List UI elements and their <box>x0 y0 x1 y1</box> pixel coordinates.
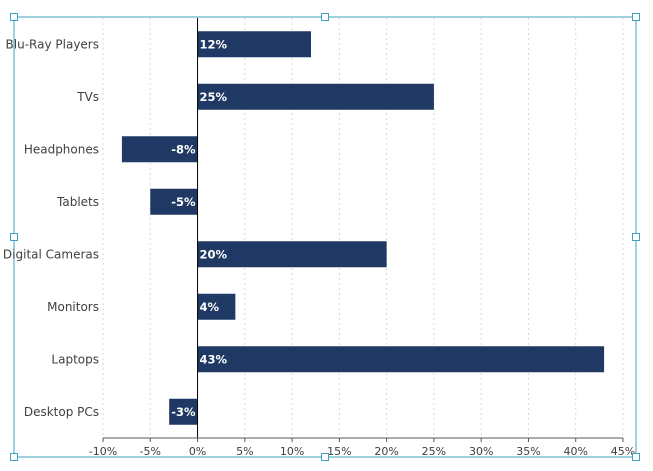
x-tick-label-2: 0% <box>189 445 206 458</box>
resize-handle-3[interactable] <box>10 233 18 241</box>
x-tick-label-9: 35% <box>516 445 540 458</box>
category-label-3: Tablets <box>56 195 99 209</box>
x-tick-label-0: -10% <box>89 445 117 458</box>
bar-2[interactable] <box>121 136 198 163</box>
category-label-7: Desktop PCs <box>24 405 99 419</box>
category-label-0: Blu-Ray Players <box>6 37 99 51</box>
resize-handle-1[interactable] <box>321 13 329 21</box>
data-label-0: 12% <box>200 37 228 51</box>
x-tick-label-11: 45% <box>611 445 635 458</box>
data-label-5: 4% <box>200 300 220 314</box>
resize-handle-5[interactable] <box>10 453 18 461</box>
bars <box>121 31 605 425</box>
x-tick-label-5: 15% <box>327 445 351 458</box>
resize-handle-0[interactable] <box>10 13 18 21</box>
bar-1[interactable] <box>197 83 434 110</box>
data-label-3: -5% <box>171 195 196 209</box>
bar-3[interactable] <box>150 188 198 215</box>
category-label-1: TVs <box>76 90 99 104</box>
category-label-4: Digital Cameras <box>3 247 99 261</box>
bar-7[interactable] <box>169 398 198 425</box>
x-tick-label-4: 10% <box>280 445 304 458</box>
x-tick-label-8: 30% <box>469 445 493 458</box>
x-tick-label-1: -5% <box>140 445 161 458</box>
x-tick-label-10: 40% <box>564 445 588 458</box>
bar-0[interactable] <box>197 31 311 58</box>
x-tick-label-3: 5% <box>236 445 253 458</box>
resize-handle-4[interactable] <box>632 233 640 241</box>
chart-selection-frame[interactable] <box>13 16 637 458</box>
category-label-2: Headphones <box>24 142 99 156</box>
bar-5[interactable] <box>197 293 236 320</box>
category-label-6: Laptops <box>51 352 99 366</box>
selection-handles <box>10 13 640 461</box>
data-label-6: 43% <box>200 352 228 366</box>
category-label-5: Monitors <box>47 300 99 314</box>
resize-handle-2[interactable] <box>632 13 640 21</box>
bar-6[interactable] <box>197 346 605 373</box>
x-tick-label-6: 20% <box>374 445 398 458</box>
data-label-2: -8% <box>171 142 196 156</box>
resize-handle-7[interactable] <box>632 453 640 461</box>
axes <box>102 18 624 442</box>
data-label-4: 20% <box>200 247 228 261</box>
x-tick-label-7: 25% <box>422 445 446 458</box>
resize-handle-6[interactable] <box>321 453 329 461</box>
bar-4[interactable] <box>197 241 387 268</box>
labels: 12% Blu-Ray Players 25% TVs -8% Headphones -5%… <box>3 37 635 458</box>
data-label-1: 25% <box>200 90 228 104</box>
gridlines <box>102 18 624 438</box>
data-label-7: -3% <box>171 405 196 419</box>
